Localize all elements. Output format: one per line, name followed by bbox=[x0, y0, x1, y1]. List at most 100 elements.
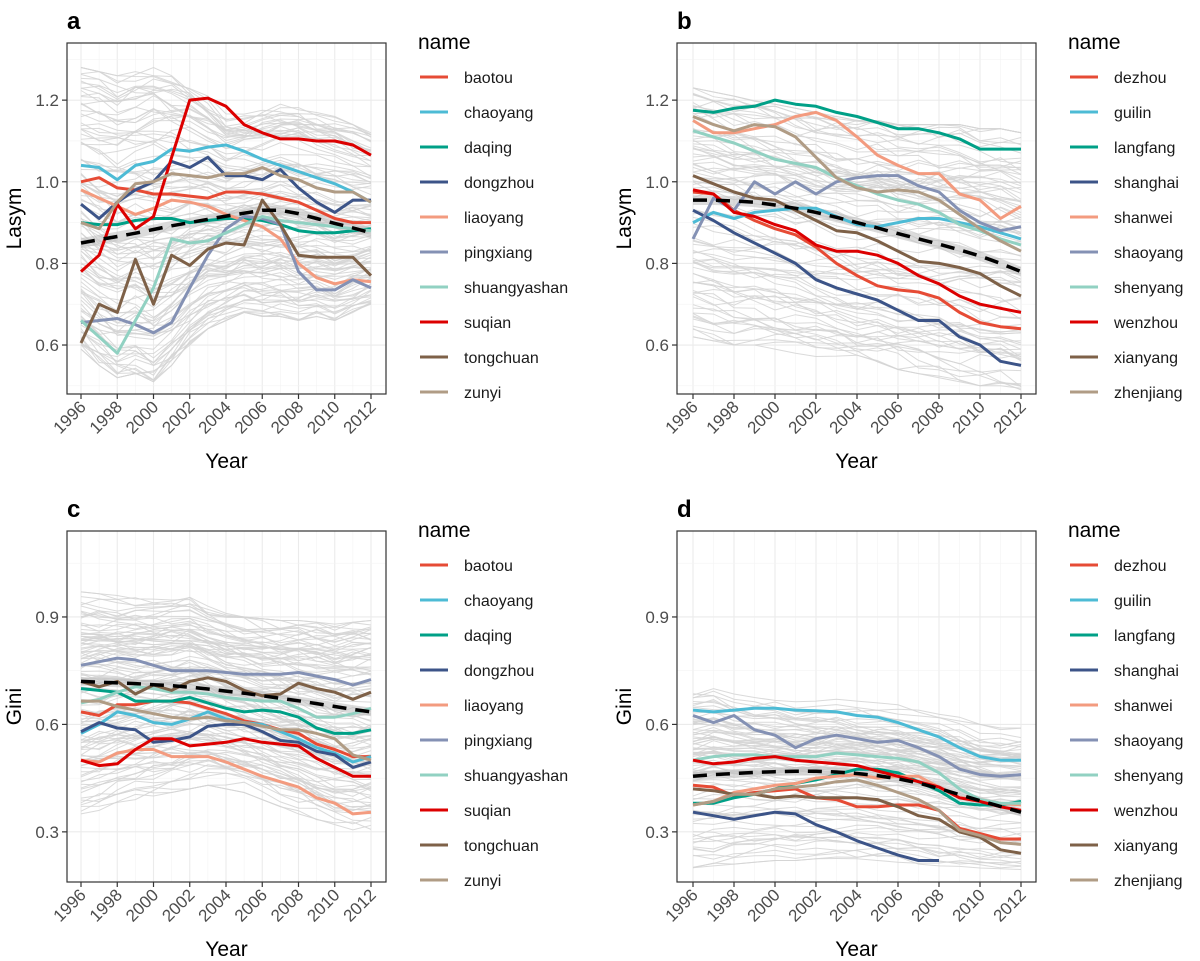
legend-item-suqian[interactable]: suqian bbox=[420, 803, 511, 820]
legend-item-daqing[interactable]: daqing bbox=[420, 628, 512, 645]
legend-label: xianyang bbox=[1114, 350, 1178, 367]
background-city-line bbox=[80, 297, 372, 383]
legend-label: guilin bbox=[1114, 593, 1151, 610]
x-tick-label: 2012 bbox=[340, 397, 380, 437]
series-line-langfang bbox=[692, 98, 1021, 151]
legend-item-shuangyashan[interactable]: shuangyashan bbox=[420, 280, 568, 297]
background-city-line bbox=[692, 281, 1022, 342]
background-city-line bbox=[80, 268, 372, 294]
x-tick-label: 2012 bbox=[990, 885, 1030, 925]
background-city-line bbox=[80, 781, 372, 825]
x-tick-label: 2000 bbox=[122, 885, 162, 925]
series-line-daqing bbox=[80, 687, 372, 735]
background-city-line bbox=[80, 602, 372, 658]
legend-label: tongchuan bbox=[464, 838, 539, 855]
background-city-line bbox=[80, 728, 372, 765]
legend-item-shaoyang[interactable]: shaoyang bbox=[1070, 245, 1183, 262]
legend-label: liaoyang bbox=[464, 698, 524, 715]
legend-item-zunyi[interactable]: zunyi bbox=[420, 873, 501, 890]
legend-item-chaoyang[interactable]: chaoyang bbox=[420, 105, 533, 122]
series-line-shenyang bbox=[692, 751, 1021, 805]
legend-item-pingxiang[interactable]: pingxiang bbox=[420, 733, 533, 750]
legend-item-dezhou[interactable]: dezhou bbox=[1070, 70, 1167, 87]
legend-item-baotou[interactable]: baotou bbox=[420, 558, 513, 575]
legend-item-tongchuan[interactable]: tongchuan bbox=[420, 350, 539, 367]
legend-label: shanwei bbox=[1114, 698, 1173, 715]
background-city-line bbox=[80, 303, 372, 382]
legend-item-liaoyang[interactable]: liaoyang bbox=[420, 698, 524, 715]
legend-item-suqian[interactable]: suqian bbox=[420, 315, 511, 332]
y-tick-label: 0.6 bbox=[35, 336, 59, 355]
legend-item-xianyang[interactable]: xianyang bbox=[1070, 838, 1178, 855]
legend-item-shaoyang[interactable]: shaoyang bbox=[1070, 733, 1183, 750]
legend-label: zhenjiang bbox=[1114, 873, 1183, 890]
background-city-line bbox=[692, 857, 1022, 869]
legend-item-shuangyashan[interactable]: shuangyashan bbox=[420, 768, 568, 785]
legend-item-liaoyang[interactable]: liaoyang bbox=[420, 210, 524, 227]
legend-label: daqing bbox=[464, 628, 512, 645]
background-city-line bbox=[80, 246, 372, 272]
series-line-liaoyang bbox=[80, 748, 372, 816]
series-line-pingxiang bbox=[80, 656, 372, 687]
legend-label: suqian bbox=[464, 315, 511, 332]
legend-label: dezhou bbox=[1114, 70, 1167, 87]
x-tick-label: 2012 bbox=[340, 885, 380, 925]
legend-item-zhenjiang[interactable]: zhenjiang bbox=[1070, 385, 1183, 402]
x-tick-label: 1996 bbox=[50, 885, 90, 925]
legend-item-shenyang[interactable]: shenyang bbox=[1070, 768, 1183, 785]
legend-item-wenzhou[interactable]: wenzhou bbox=[1070, 315, 1178, 332]
background-city-line bbox=[692, 112, 1022, 200]
background-city-line bbox=[80, 286, 372, 364]
background-city-line bbox=[80, 729, 372, 794]
legend-item-zhenjiang[interactable]: zhenjiang bbox=[1070, 873, 1183, 890]
series-line-baotou bbox=[80, 699, 371, 759]
legend-item-langfang[interactable]: langfang bbox=[1070, 140, 1175, 157]
background-city-line bbox=[692, 251, 1022, 270]
background-city-line bbox=[80, 303, 372, 363]
x-tick-label: 2004 bbox=[826, 885, 866, 925]
series-line-dongzhou bbox=[80, 155, 371, 220]
legend-item-xianyang[interactable]: xianyang bbox=[1070, 350, 1178, 367]
legend-title: name bbox=[418, 31, 471, 54]
background-city-line bbox=[692, 839, 1022, 859]
series-line-zunyi bbox=[80, 166, 372, 231]
legend-item-shanghai[interactable]: shanghai bbox=[1070, 663, 1179, 680]
background-city-line bbox=[692, 710, 1022, 758]
legend-item-shanwei[interactable]: shanwei bbox=[1070, 210, 1173, 227]
legend-label: baotou bbox=[464, 70, 513, 87]
legend-item-chaoyang[interactable]: chaoyang bbox=[420, 593, 533, 610]
background-city-line bbox=[80, 89, 372, 135]
legend-item-zunyi[interactable]: zunyi bbox=[420, 385, 501, 402]
background-city-line bbox=[80, 279, 372, 375]
background-city-line bbox=[80, 609, 372, 643]
background-city-line bbox=[692, 711, 1022, 755]
x-axis-title: Year bbox=[205, 450, 247, 473]
legend-item-dezhou[interactable]: dezhou bbox=[1070, 558, 1167, 575]
y-tick-label: 0.6 bbox=[645, 336, 669, 355]
legend-item-guilin[interactable]: guilin bbox=[1070, 105, 1151, 122]
legend-item-pingxiang[interactable]: pingxiang bbox=[420, 245, 533, 262]
legend-item-shenyang[interactable]: shenyang bbox=[1070, 280, 1183, 297]
legend-item-dongzhou[interactable]: dongzhou bbox=[420, 663, 534, 680]
background-city-line bbox=[80, 234, 372, 270]
series-line-zhenjiang bbox=[692, 778, 1022, 846]
background-city-line bbox=[692, 832, 1022, 853]
background-city-line bbox=[80, 278, 372, 364]
background-city-line bbox=[80, 652, 372, 722]
legend-label: shuangyashan bbox=[464, 768, 568, 785]
background-city-line bbox=[692, 260, 1022, 358]
legend-item-tongchuan[interactable]: tongchuan bbox=[420, 838, 539, 855]
legend-item-guilin[interactable]: guilin bbox=[1070, 593, 1151, 610]
legend-item-dongzhou[interactable]: dongzhou bbox=[420, 175, 534, 192]
background-city-line bbox=[692, 313, 1022, 373]
legend-item-wenzhou[interactable]: wenzhou bbox=[1070, 803, 1178, 820]
legend-item-shanghai[interactable]: shanghai bbox=[1070, 175, 1179, 192]
background-city-line bbox=[80, 642, 372, 685]
legend-item-daqing[interactable]: daqing bbox=[420, 140, 512, 157]
legend-item-langfang[interactable]: langfang bbox=[1070, 628, 1175, 645]
legend-item-shanwei[interactable]: shanwei bbox=[1070, 698, 1173, 715]
legend-item-baotou[interactable]: baotou bbox=[420, 70, 513, 87]
legend-label: guilin bbox=[1114, 105, 1151, 122]
background-city-line bbox=[692, 743, 1022, 763]
panel-letter: b bbox=[677, 8, 692, 35]
